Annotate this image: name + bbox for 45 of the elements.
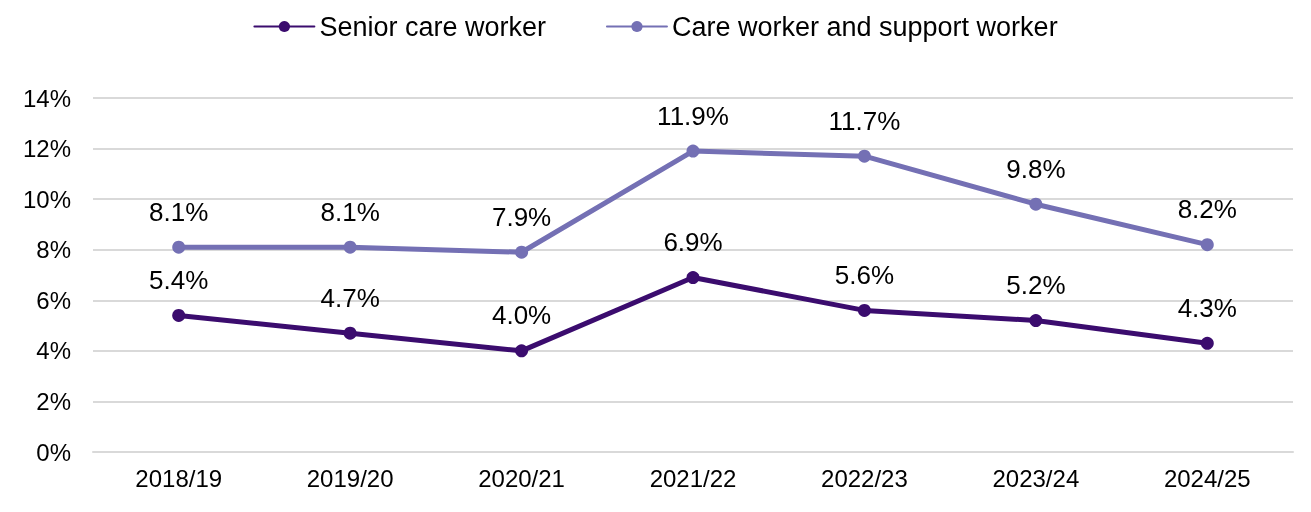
data-label: 4.3% xyxy=(1177,292,1237,323)
data-label: 4.7% xyxy=(320,282,380,313)
data-label: 4.0% xyxy=(491,300,552,331)
point xyxy=(686,271,700,285)
y-tick-label: 10% xyxy=(22,185,71,213)
x-tick-label: 2020/21 xyxy=(478,464,565,492)
point xyxy=(686,144,700,158)
point xyxy=(857,303,871,317)
y-tick-label: 12% xyxy=(22,135,71,163)
y-tick-label: 8% xyxy=(36,236,71,264)
data-label: 5.6% xyxy=(834,259,895,290)
x-tick-label: 2019/20 xyxy=(306,464,394,492)
point xyxy=(172,308,186,322)
x-tick-label: 2021/22 xyxy=(649,464,737,492)
x-tick-label: 2022/23 xyxy=(821,464,908,492)
point xyxy=(515,245,529,259)
x-tick-label: 2023/24 xyxy=(992,464,1080,492)
data-label: 5.4% xyxy=(149,264,209,295)
x-tick-label: 2024/25 xyxy=(1163,464,1251,492)
data-label: 8.1% xyxy=(320,196,380,227)
point xyxy=(1029,197,1043,211)
point xyxy=(515,344,529,358)
point xyxy=(1029,314,1043,328)
x-tick-label: 2018/19 xyxy=(135,464,223,492)
y-tick-label: 6% xyxy=(36,286,71,314)
legend-label: Senior care worker xyxy=(319,11,546,42)
point xyxy=(1200,336,1214,350)
point xyxy=(172,240,186,254)
point xyxy=(1200,238,1214,252)
data-label: 5.2% xyxy=(1006,270,1066,301)
data-label: 11.7% xyxy=(828,105,901,136)
data-label: 7.9% xyxy=(491,201,552,232)
point xyxy=(343,240,357,254)
data-label: 8.1% xyxy=(149,196,209,227)
point xyxy=(857,149,871,163)
point xyxy=(343,326,357,340)
data-label: 8.2% xyxy=(1177,194,1237,225)
y-tick-label: 0% xyxy=(36,438,71,466)
data-label: 11.9% xyxy=(657,100,729,131)
y-tick-label: 4% xyxy=(36,337,71,365)
y-tick-label: 14% xyxy=(22,84,71,112)
y-tick-label: 2% xyxy=(36,387,71,415)
legend-label: Care worker and support worker xyxy=(671,11,1058,42)
data-label: 9.8% xyxy=(1006,153,1066,184)
data-label: 6.9% xyxy=(663,227,723,258)
